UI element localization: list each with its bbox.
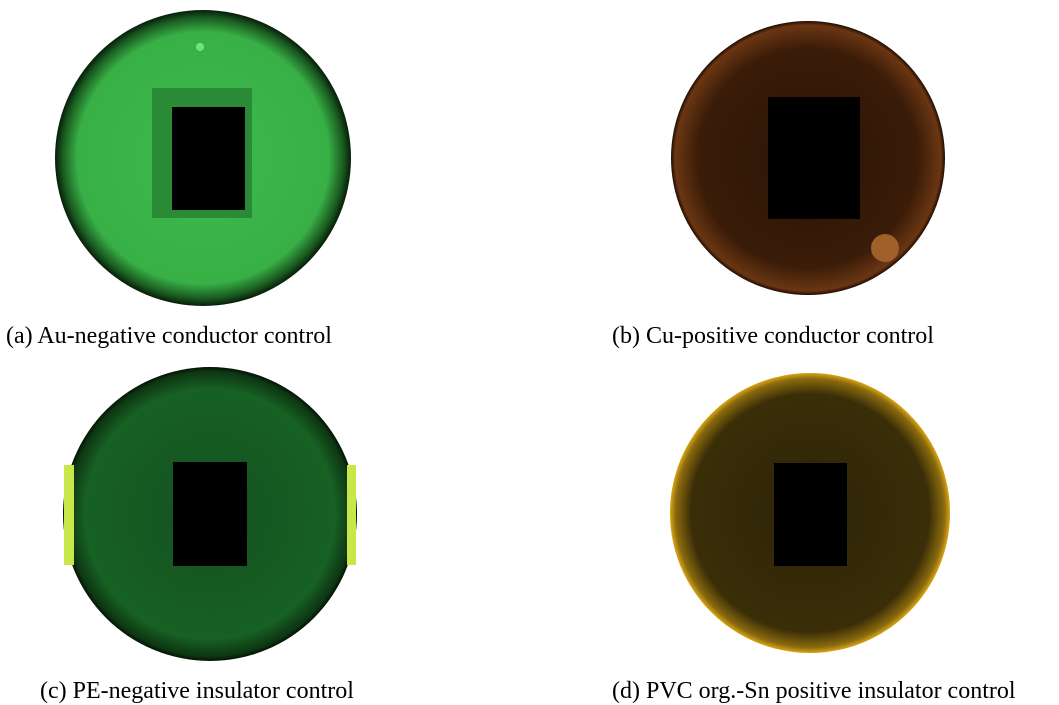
caption: (c) PE-negative insulator control (40, 678, 354, 704)
caption: (b) Cu-positive conductor control (612, 323, 934, 349)
spot (196, 43, 204, 51)
window (172, 107, 245, 210)
caption: (a) Au-negative conductor control (6, 323, 332, 349)
edge (347, 465, 356, 565)
window (173, 462, 247, 566)
edge (64, 465, 74, 565)
spot (871, 234, 899, 262)
panel-d: (d) PVC org.-Sn positive insulator contr… (612, 373, 1016, 704)
figure: (a) Au-negative conductor control (b) Cu… (0, 0, 1059, 705)
window (774, 463, 847, 566)
panel-b: (b) Cu-positive conductor control (612, 21, 945, 349)
caption: (d) PVC org.-Sn positive insulator contr… (612, 678, 1016, 704)
panel-a: (a) Au-negative conductor control (6, 10, 351, 349)
window (768, 97, 860, 219)
panel-c: (c) PE-negative insulator control (40, 367, 357, 704)
